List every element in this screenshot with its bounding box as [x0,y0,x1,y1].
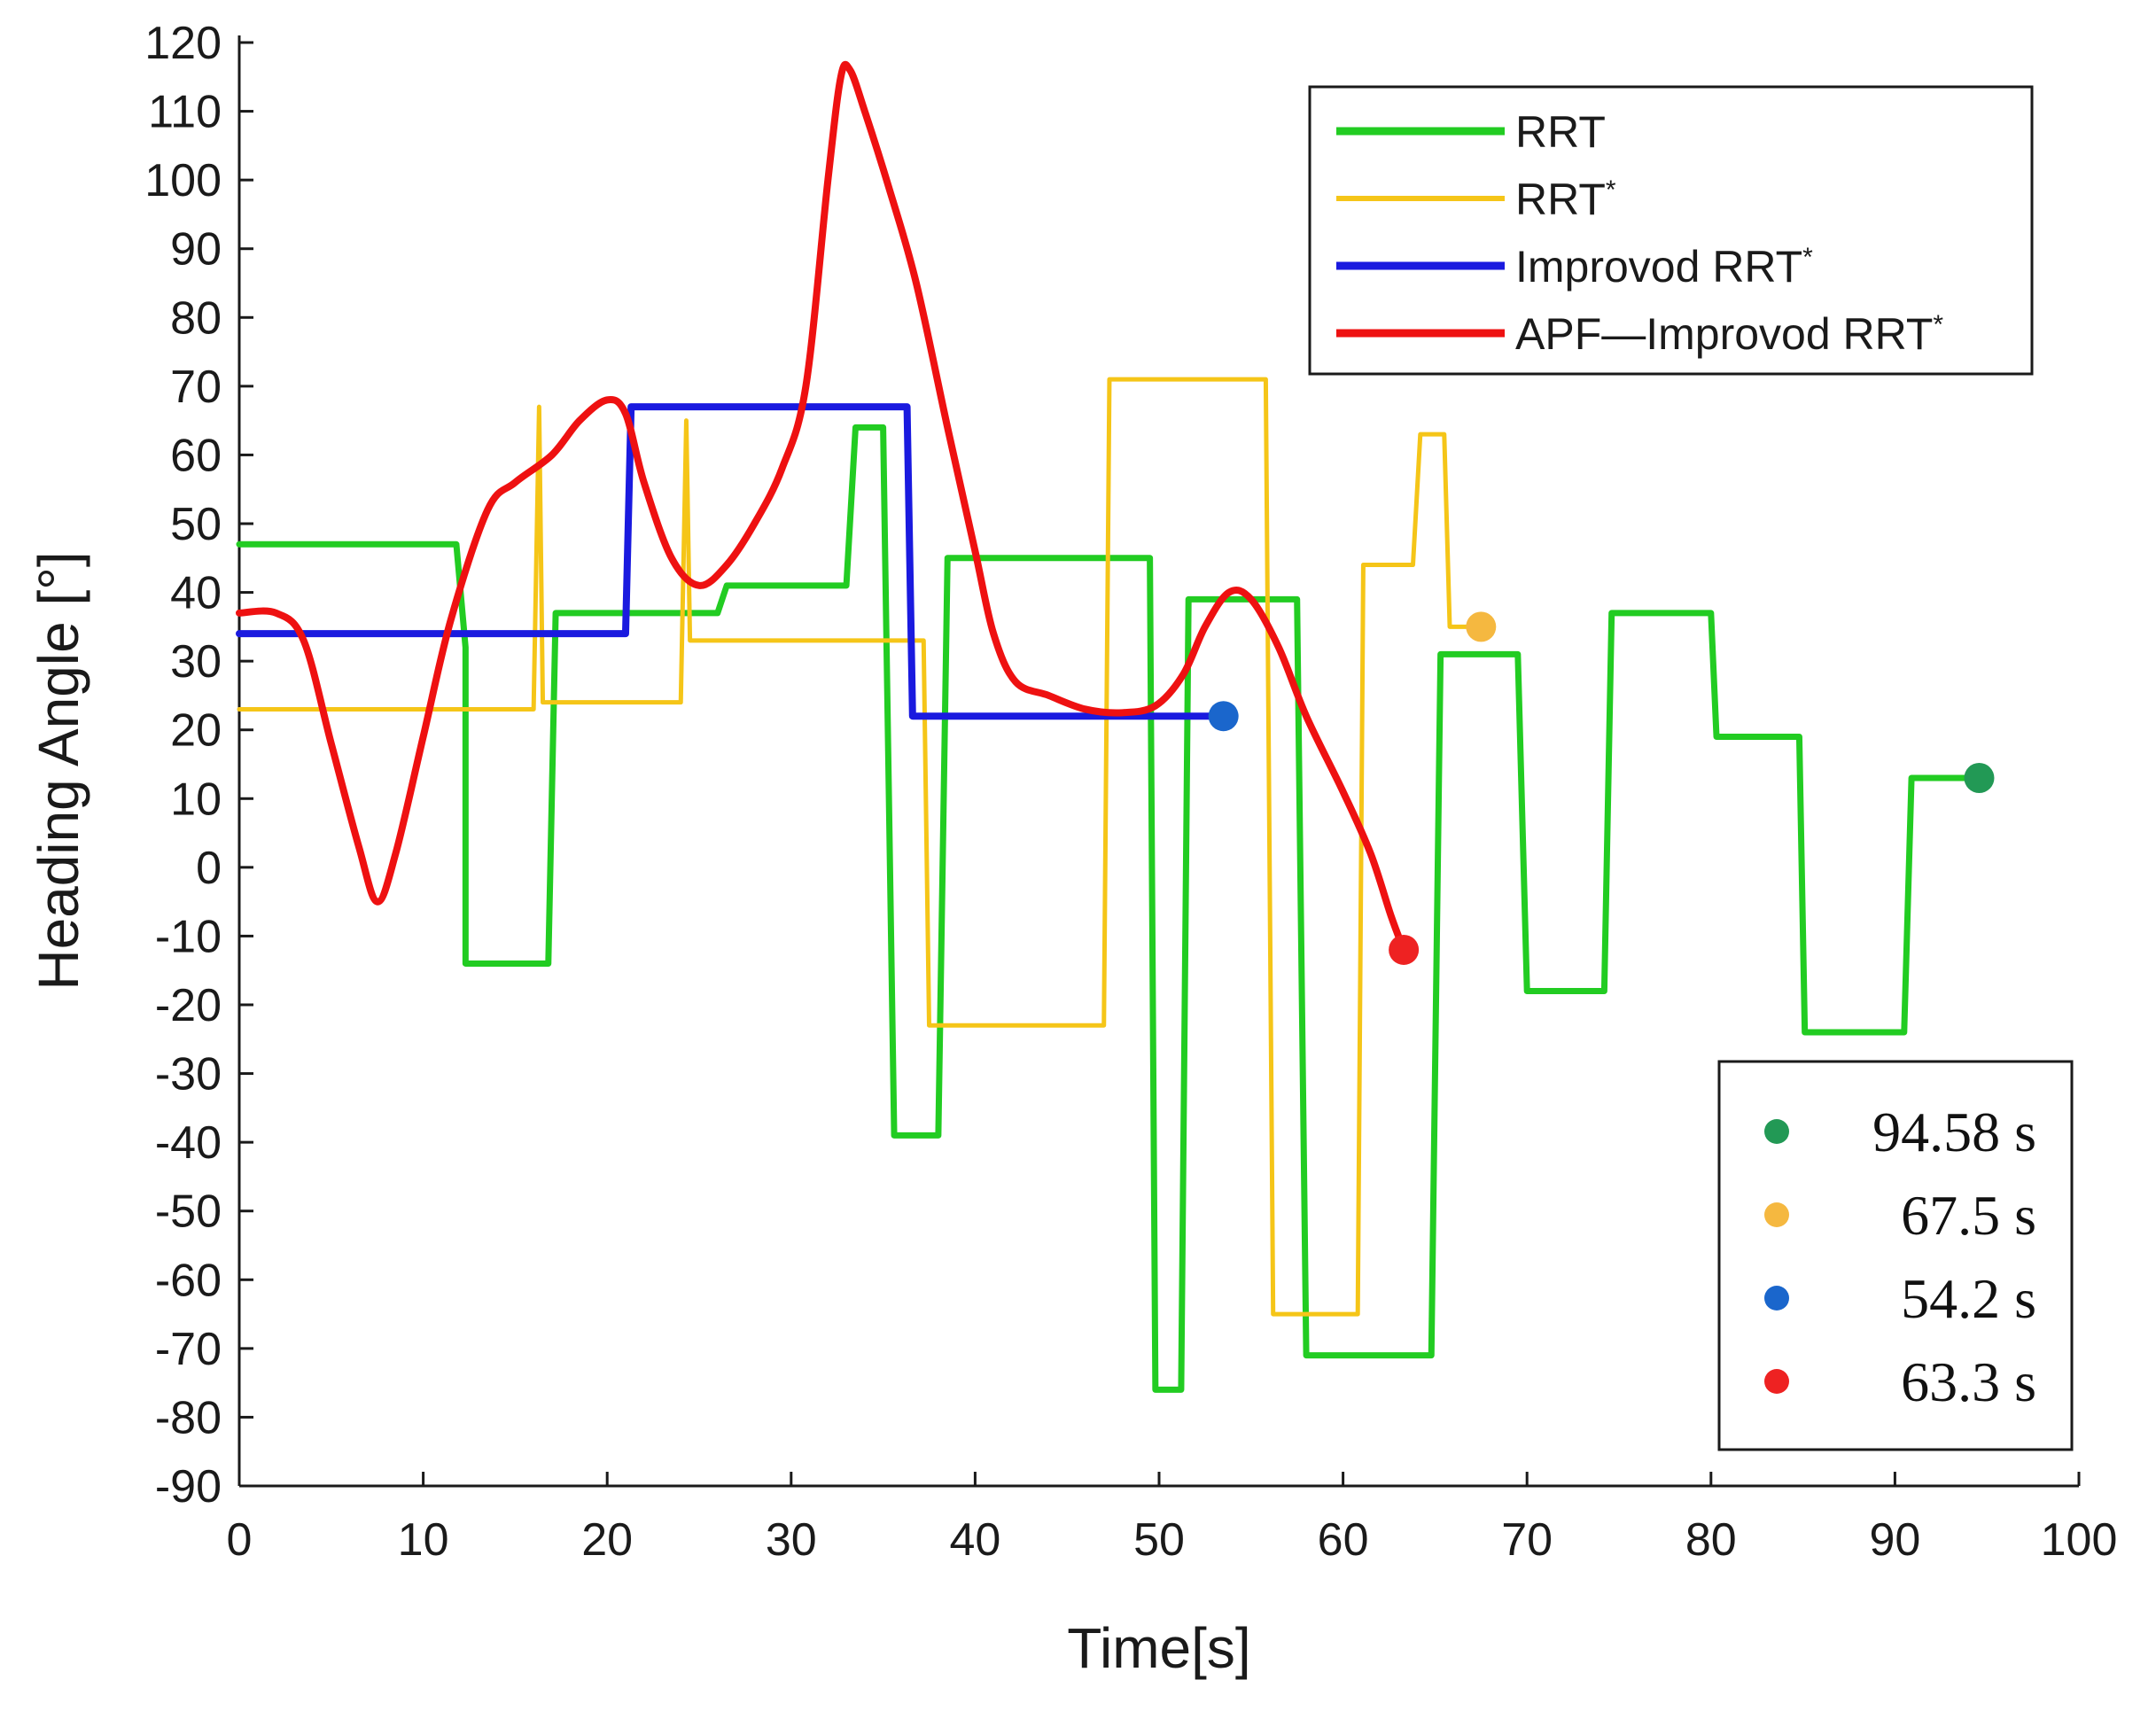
series-line-rrt-star [237,377,1483,1317]
y-tick-label: 80 [170,292,222,344]
legend-label-rrt: RRT [1515,107,1606,157]
y-tick-label: -40 [155,1117,222,1169]
y-tick-label: -90 [155,1461,222,1513]
y-tick-label: -10 [155,911,222,962]
y-tick-label: 10 [170,774,222,825]
y-tick-label: -20 [155,980,222,1031]
series-legend: RRT RRT* Improvod RRT* APF—Improvod RRT* [1308,85,2034,376]
x-tick-label: 100 [2041,1514,2118,1566]
y-tick-label: 120 [144,18,222,69]
end-time-label-apf-improved-rrt-star: 63.3 s [1901,1350,2036,1413]
series-line-improved-rrt-star [236,403,1227,720]
end-time-marker-improved-rrt-star [1764,1286,1789,1310]
y-tick-label: 30 [170,636,222,688]
x-tick-label: 40 [949,1514,1000,1566]
y-tick-label: 20 [170,705,222,757]
y-tick-label: 110 [148,87,222,138]
y-tick-label: 70 [170,362,222,413]
end-time-marker-rrt-star [1764,1202,1789,1227]
y-tick-label: -30 [155,1049,222,1100]
y-tick-label: 60 [170,430,222,481]
series-end-marker-apf-improved-rrt-star [1389,934,1420,965]
series-end-marker-rrt [1964,763,1995,794]
end-time-marker-rrt [1764,1119,1789,1144]
x-axis-label: Time[s] [1067,1616,1250,1680]
x-tick-label: 20 [581,1514,633,1566]
y-ticks: 1201101009080706050403020100-10-20-30-40… [144,18,253,1513]
end-time-marker-apf-improved-rrt-star [1764,1369,1789,1394]
y-axis-label: Heading Angle [°] [27,551,90,990]
legend-label-rrt-star: RRT* [1515,175,1616,224]
x-tick-label: 50 [1133,1514,1185,1566]
end-time-legend: 94.58 s 67.5 s 54.2 s 63.3 s [1717,1060,2074,1451]
x-ticks: 0 10 20 30 40 50 60 70 80 90 100 [227,1472,2118,1566]
end-time-label-rrt: 94.58 s [1872,1100,2036,1163]
y-tick-label: 0 [196,843,222,894]
y-tick-label: -70 [155,1324,222,1375]
y-tick-label: 40 [170,568,222,619]
legend-label-improved-rrt-star: Improvod RRT* [1515,242,1813,292]
y-tick-label: -60 [155,1255,222,1306]
series-line-rrt [236,424,1982,1393]
legend-label-apf-improved-rrt-star: APF—Improvod RRT* [1515,309,1943,359]
y-tick-label: -50 [155,1186,222,1238]
x-tick-label: 70 [1501,1514,1553,1566]
x-tick-label: 0 [227,1514,253,1566]
series-end-marker-rrt-star [1466,611,1497,642]
x-tick-label: 60 [1318,1514,1369,1566]
y-tick-label: 100 [144,155,222,206]
x-tick-label: 80 [1685,1514,1737,1566]
series-end-marker-improved-rrt-star [1208,701,1239,732]
end-time-label-rrt-star: 67.5 s [1901,1184,2036,1247]
x-tick-label: 30 [766,1514,817,1566]
y-tick-label: 50 [170,499,222,550]
series-lines [236,60,1995,1393]
series-line-apf-improved-rrt-star [236,60,1408,953]
y-tick-label: 90 [170,224,222,276]
x-tick-label: 10 [398,1514,449,1566]
x-tick-label: 90 [1869,1514,1920,1566]
y-tick-label: -80 [155,1392,222,1443]
end-time-label-improved-rrt-star: 54.2 s [1901,1267,2036,1330]
